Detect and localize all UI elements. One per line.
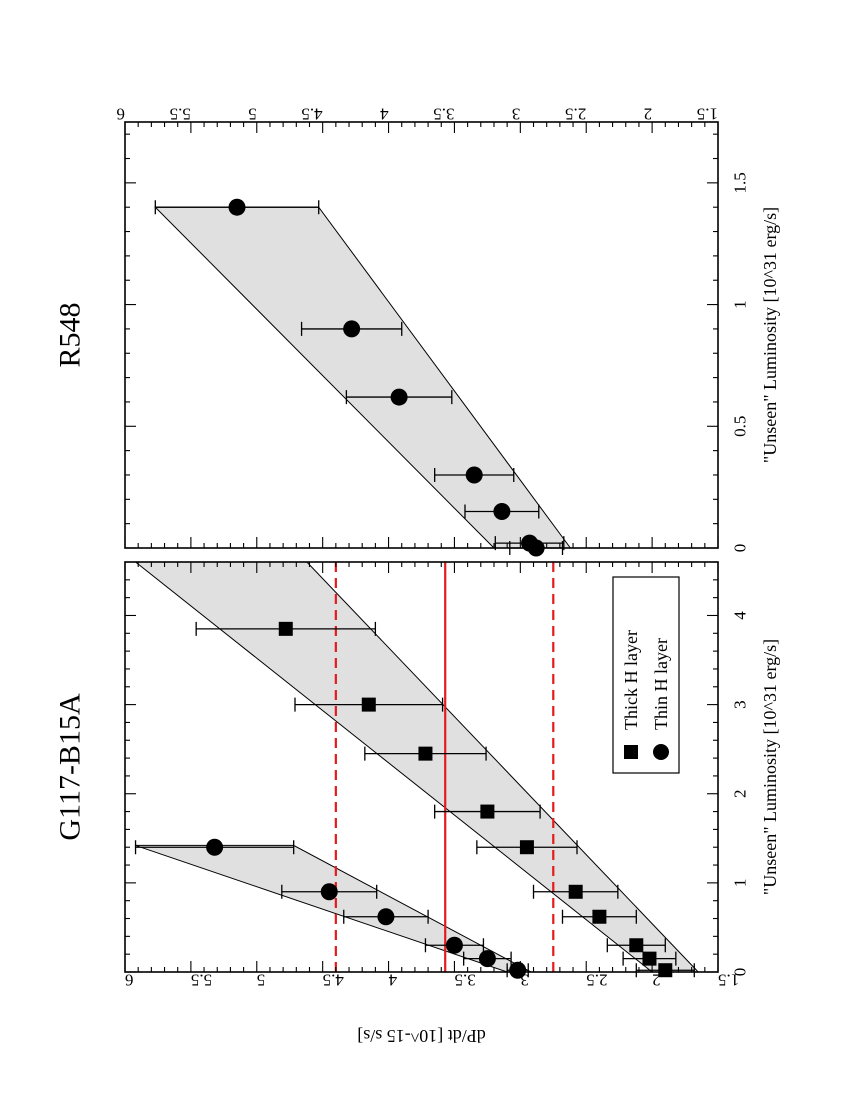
panel2-title: R548 bbox=[54, 302, 87, 367]
panel2-band-1 bbox=[154, 206, 572, 549]
panel1-y-tick-label: 1.5 bbox=[718, 971, 739, 990]
panel2-y-tick-label: 3.5 bbox=[433, 105, 454, 124]
panel1-y-tick-label: 2.5 bbox=[586, 971, 607, 990]
panel2-y-tick-label: 2 bbox=[644, 105, 653, 124]
panel1-y-tick-label: 2 bbox=[652, 971, 661, 990]
panel1-y-tick-label: 3.5 bbox=[454, 971, 475, 990]
panel2-y-tick-label: 2.5 bbox=[565, 105, 586, 124]
panel1-point-square bbox=[568, 884, 583, 899]
panel2-point-circle bbox=[343, 320, 361, 338]
panel2-y-tick-label: 1.5 bbox=[697, 105, 718, 124]
panel1-frame bbox=[124, 561, 719, 973]
panel1-y-tick-label: 4 bbox=[388, 971, 397, 990]
panel2-point-circle bbox=[521, 534, 539, 552]
panel1-point-circle bbox=[206, 838, 224, 856]
panel1-x-tick-label: 4 bbox=[731, 611, 750, 620]
panel1-x-tick-label: 1 bbox=[731, 879, 750, 888]
panel2-point-circle bbox=[228, 198, 246, 216]
panel2-x-axis-title: "Unseen" Luminosity [10^31 erg/s] bbox=[760, 207, 780, 463]
text-layer: "Unseen" Luminosity [10^31 erg/s] G117-B1… bbox=[54, 207, 781, 1046]
panel1-point-circle bbox=[509, 961, 527, 979]
band-layer bbox=[134, 206, 700, 973]
panel2-x-tick-label: 1.5 bbox=[731, 172, 750, 193]
panel1-y-tick-label: 4.5 bbox=[323, 971, 344, 990]
panel2-point-circle bbox=[465, 466, 483, 484]
panel2-y-tick-label: 4 bbox=[380, 105, 389, 124]
panel1-y-tick-label: 5 bbox=[257, 971, 266, 990]
panel1-point-square bbox=[418, 746, 433, 761]
panel1-band-2 bbox=[135, 844, 532, 973]
panel1-point-square bbox=[480, 804, 495, 819]
panel1-point-square bbox=[361, 697, 376, 712]
panel1-x-tick-label: 0 bbox=[731, 968, 750, 977]
axes-layer bbox=[124, 121, 719, 973]
panel1-y-axis-title: dP/dt [10^-15 s/s] bbox=[357, 1026, 485, 1046]
legend-marker-circle bbox=[653, 744, 669, 760]
panel1-point-square bbox=[629, 938, 644, 953]
panel1-y-tick-label: 5.5 bbox=[191, 971, 212, 990]
panel2-y-tick-label: 5.5 bbox=[170, 105, 191, 124]
panel1-x-tick-label: 3 bbox=[731, 700, 750, 709]
panel2-y-tick-label: 6 bbox=[117, 105, 126, 124]
panel1-y-tick-label: 6 bbox=[125, 971, 134, 990]
panel1-title: G117-B15A bbox=[54, 693, 87, 841]
panel2-x-tick-label: 1 bbox=[731, 300, 750, 309]
panel1-point-square bbox=[519, 840, 534, 855]
data-layer bbox=[134, 198, 695, 979]
panel2-point-circle bbox=[390, 388, 408, 406]
panel1-point-circle bbox=[445, 936, 463, 954]
panel2-frame bbox=[124, 121, 719, 549]
tick-label-layer: 1.5 2 2.5 3 3.5 4 4.5 5 5.5 6 0 1 2 3 4 1.5 2 2.5 3 3.5 4 4.5… bbox=[117, 105, 750, 990]
panel1-point-circle bbox=[478, 950, 496, 968]
panel2-point-circle bbox=[493, 502, 511, 520]
panel1-x-tick-label: 2 bbox=[731, 789, 750, 798]
panel1-point-circle bbox=[377, 908, 395, 926]
panel1-point-circle bbox=[320, 883, 338, 901]
panel2-x-tick-label: 0 bbox=[731, 544, 750, 553]
panel1-y-tick-label: 3 bbox=[520, 971, 529, 990]
panel2-y-tick-label: 5 bbox=[248, 105, 257, 124]
reference-line-layer bbox=[334, 562, 555, 972]
legend-marker-square bbox=[624, 745, 638, 759]
panel2-x-tick-label: 0.5 bbox=[731, 416, 750, 437]
panel1-point-square bbox=[642, 951, 657, 966]
panel1-x-axis-title: "Unseen" Luminosity [10^31 erg/s] bbox=[760, 639, 780, 895]
panel2-y-tick-label: 4.5 bbox=[301, 105, 322, 124]
panel1-point-square bbox=[278, 621, 293, 636]
legend-label: Thin H layer bbox=[651, 638, 671, 730]
legend-box bbox=[612, 576, 680, 774]
panel1-point-square bbox=[592, 909, 607, 924]
legend-label: Thick H layer bbox=[621, 630, 641, 730]
panel2-y-tick-label: 3 bbox=[512, 105, 521, 124]
